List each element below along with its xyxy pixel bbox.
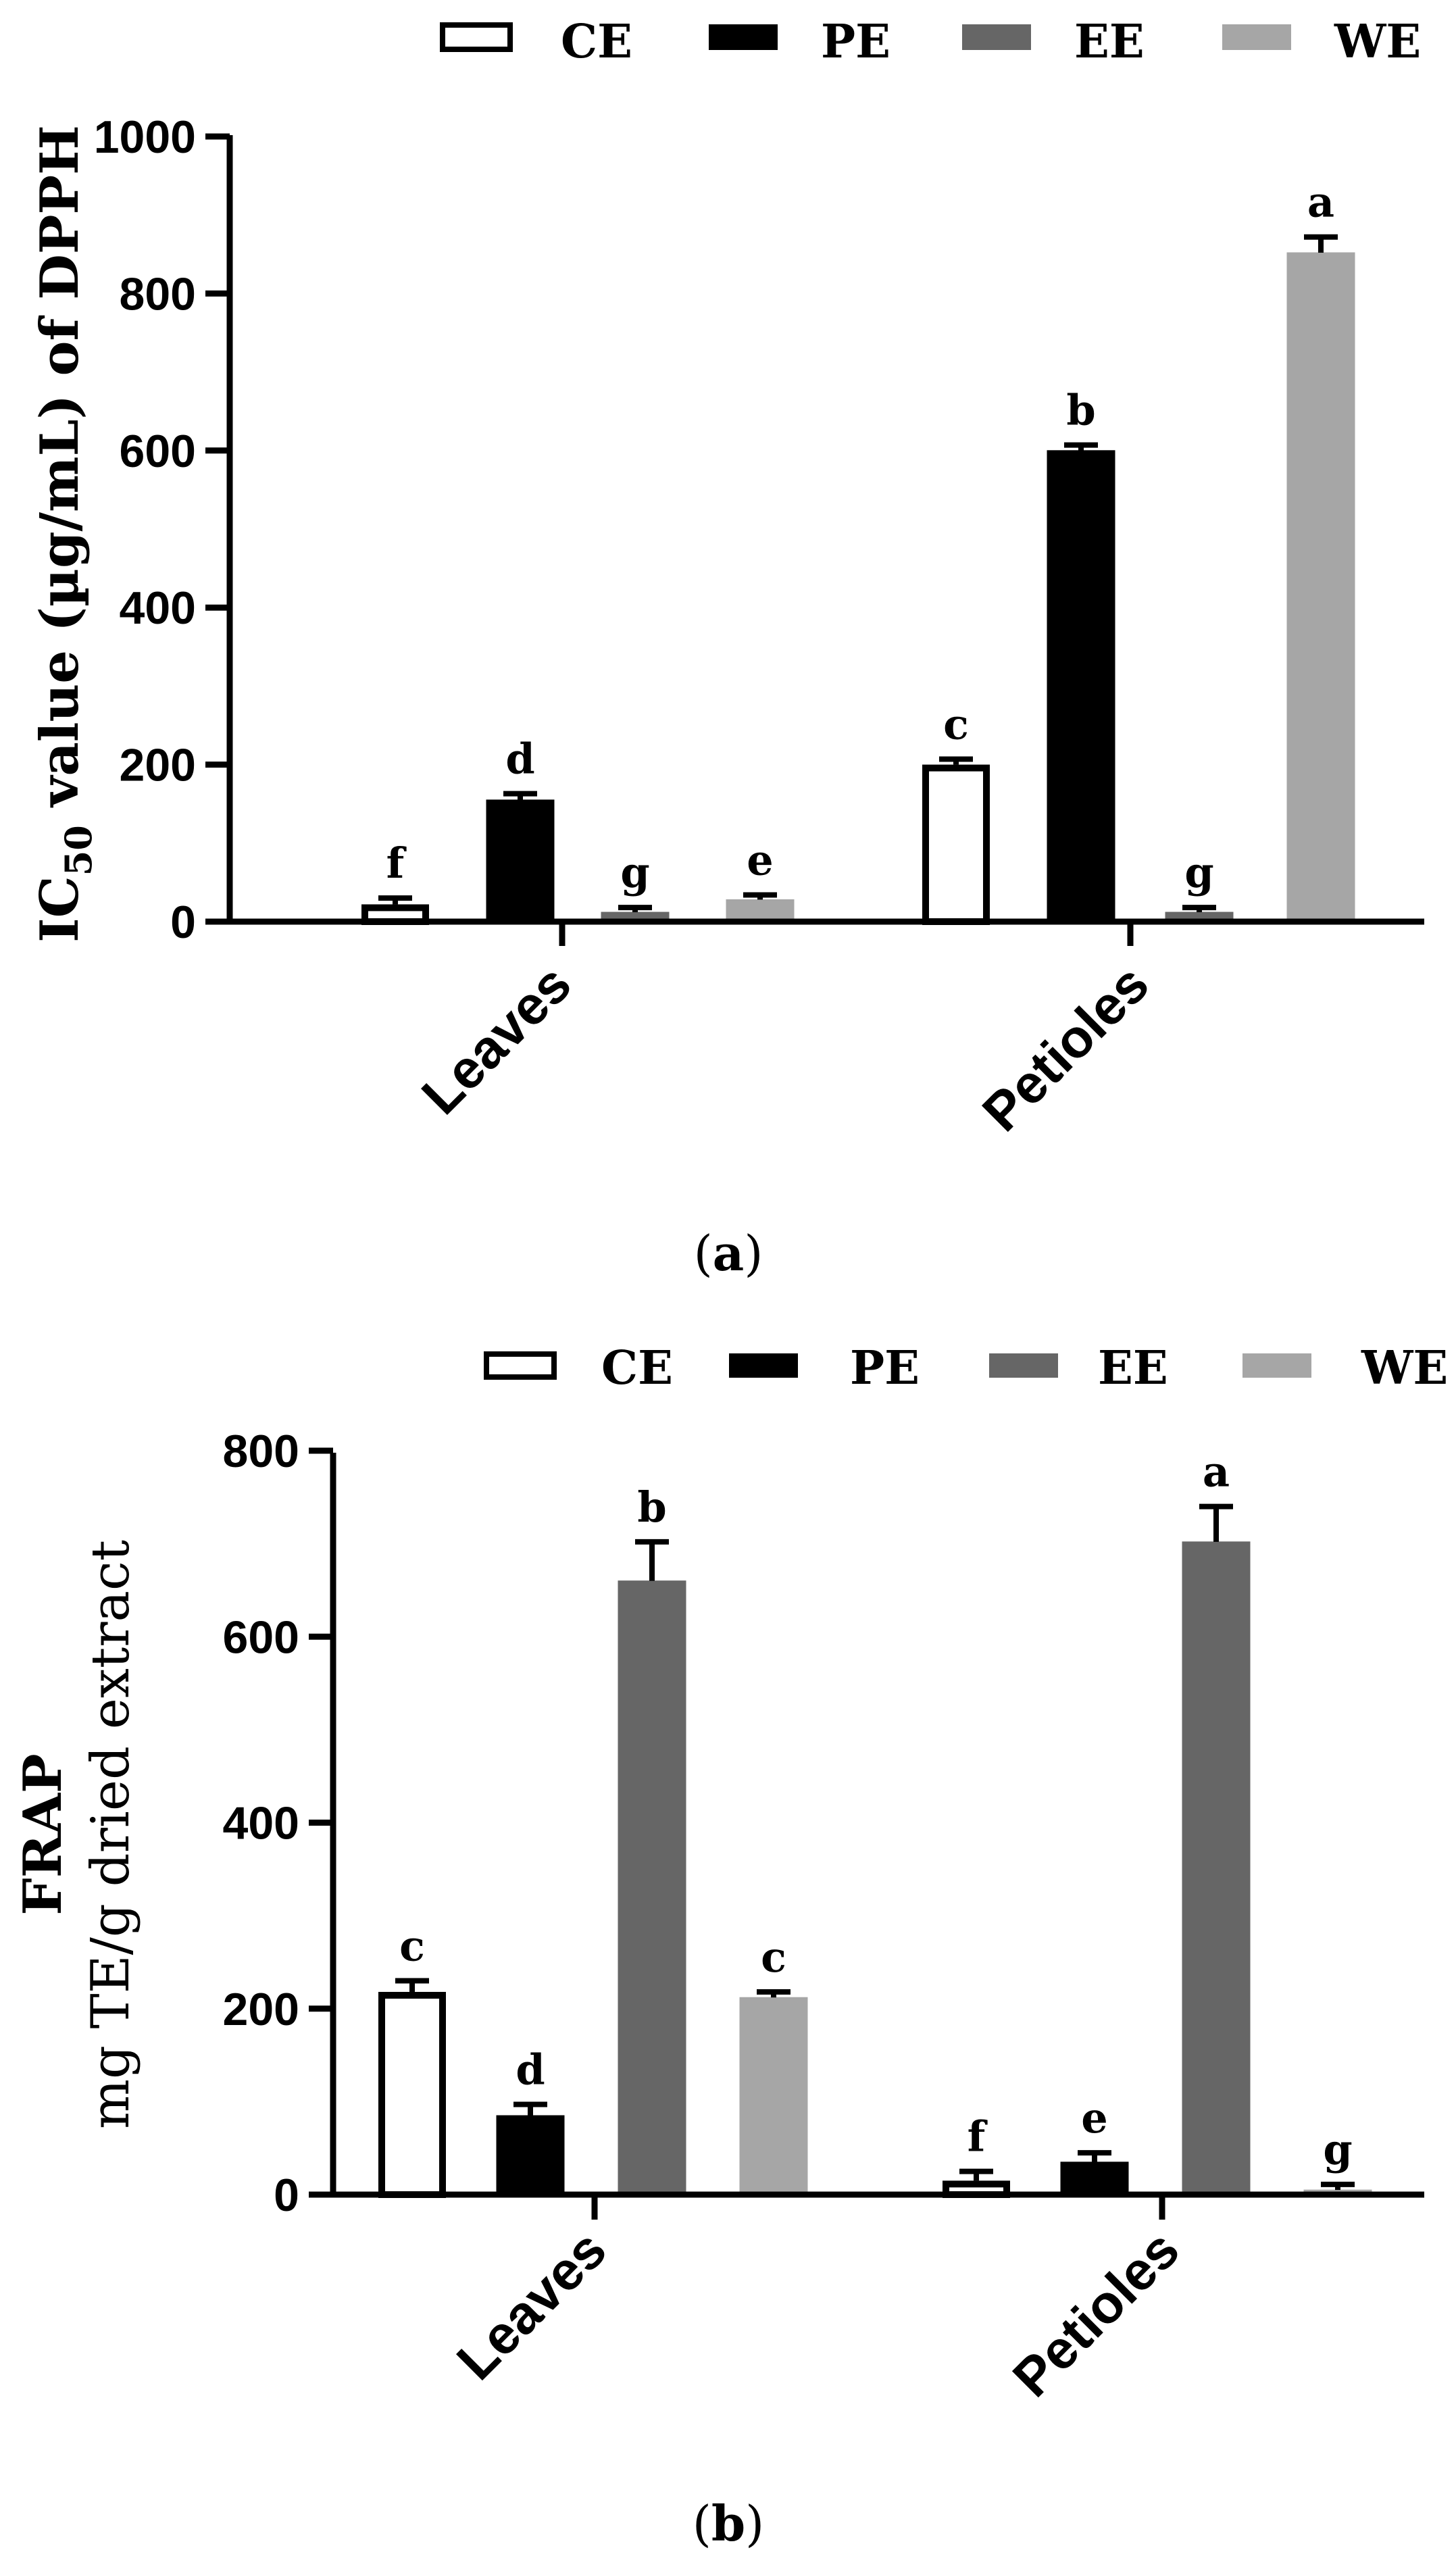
y-axis-label-a-post: value (µg/mL) of DPPH <box>29 125 91 825</box>
sig-label-b-0-1: f <box>968 2112 988 2162</box>
legend-label-a-0: CE <box>561 15 632 69</box>
legend-swatch-b-2 <box>989 1353 1058 1378</box>
y-tick-label-a-0: 0 <box>170 897 196 948</box>
legend-label-a-1: PE <box>821 15 890 69</box>
sig-label-a-2-0: g <box>620 848 649 897</box>
y-tick-label-a-4: 800 <box>120 268 196 320</box>
y-axis-label-b: FRAP mg TE/g dried extract <box>12 1540 141 2129</box>
panel-caption-b: (b) <box>693 2495 765 2552</box>
y-tick-label-b-3: 600 <box>223 1612 299 1663</box>
y-axis-label-a-sub: 50 <box>57 825 100 876</box>
legend-swatch-a-0 <box>440 22 513 52</box>
legend-swatch-b-3 <box>1242 1353 1311 1378</box>
legend-label-b-2: EE <box>1098 1341 1168 1395</box>
bar-a-pe-petioles <box>1047 450 1115 922</box>
y-tick-label-b-0: 0 <box>274 2170 299 2221</box>
sig-label-a-3-1: a <box>1307 178 1334 227</box>
panel-caption-a-close: ) <box>744 1225 763 1282</box>
sig-label-b-1-0: d <box>516 2045 545 2095</box>
sig-label-a-1-1: b <box>1066 386 1095 435</box>
sig-label-b-0-0: c <box>399 1921 425 1970</box>
y-tick-label-b-4: 800 <box>223 1426 299 1477</box>
sig-label-a-0-0: f <box>386 839 407 888</box>
bars-a: f c d b g g e a <box>361 178 1355 926</box>
bars-b: c f d e b a c g <box>378 1447 1372 2199</box>
sig-label-b-2-1: a <box>1203 1447 1230 1497</box>
sig-label-a-1-0: d <box>505 734 534 784</box>
panel-caption-a-letter: a <box>713 1224 745 1282</box>
bar-a-we-leaves <box>726 899 795 922</box>
panel-caption-b-open: ( <box>693 2495 711 2552</box>
bar-a-we-petioles <box>1286 252 1355 922</box>
y-ticks-b: 0 200 400 600 800 <box>223 1426 333 2221</box>
bar-b-we-leaves <box>739 1997 808 2195</box>
bar-b-ee-leaves <box>618 1580 686 2195</box>
legend-swatch-a-3 <box>1222 24 1291 50</box>
bar-b-pe-petioles <box>1060 2162 1129 2195</box>
y-tick-label-a-5: 1000 <box>94 111 196 163</box>
bar-b-ce-leaves <box>378 1991 446 2199</box>
legend-label-a-2: EE <box>1074 15 1145 69</box>
y-axis-label-b-line2: mg TE/g dried extract <box>80 1540 141 2129</box>
category-label-a-petioles: Petioles <box>971 953 1160 1143</box>
category-label-b-leaves: Leaves <box>445 2219 618 2391</box>
y-axis-label-b-line1: FRAP <box>12 1753 74 1915</box>
panel-caption-b-close: ) <box>745 2495 764 2552</box>
y-tick-label-a-1: 200 <box>120 740 196 791</box>
panel-caption-a: (a) <box>694 1224 763 1282</box>
bar-b-ee-petioles <box>1182 1541 1251 2195</box>
sig-label-b-3-0: c <box>761 1932 786 1982</box>
legend-swatch-a-1 <box>709 24 778 50</box>
sig-label-b-1-1: e <box>1081 2093 1107 2143</box>
legend-swatch-b-0 <box>484 1351 557 1380</box>
bar-a-pe-leaves <box>486 799 555 922</box>
category-label-a-leaves: Leaves <box>410 953 582 1126</box>
legend-swatch-b-1 <box>729 1353 798 1378</box>
panel-b-chart: CE PE EE WE FRAP mg TE/g dried extract 0 2… <box>12 1341 1448 2552</box>
bar-b-pe-leaves <box>496 2115 565 2195</box>
legend-label-b-0: CE <box>601 1341 673 1395</box>
y-axis-label-a: IC50 value (µg/mL) of DPPH <box>29 125 100 943</box>
category-label-b-petioles: Petioles <box>1001 2219 1190 2408</box>
legend-b: CE PE EE WE <box>484 1341 1448 1395</box>
sig-label-a-0-1: c <box>943 699 969 749</box>
legend-a: CE PE EE WE <box>440 15 1421 69</box>
legend-label-b-3: WE <box>1361 1341 1448 1395</box>
bar-a-ce-petioles <box>922 764 990 925</box>
y-tick-label-b-2: 400 <box>223 1798 299 1849</box>
sig-label-b-3-1: g <box>1323 2125 1352 2174</box>
y-tick-label-a-3: 600 <box>120 426 196 477</box>
sig-label-a-3-0: e <box>747 835 773 884</box>
y-tick-label-b-1: 200 <box>223 1984 299 2035</box>
y-tick-label-a-2: 400 <box>120 582 196 634</box>
legend-label-b-1: PE <box>850 1341 920 1395</box>
y-ticks-a: 0 200 400 600 800 1000 <box>94 111 230 948</box>
panel-a-chart: CE PE EE WE IC50 value (µg/mL) of DPPH 0… <box>29 15 1424 1282</box>
sig-label-a-2-1: g <box>1184 848 1213 897</box>
panel-caption-a-open: ( <box>694 1225 713 1282</box>
legend-swatch-a-2 <box>962 24 1031 50</box>
sig-label-b-2-0: b <box>637 1482 666 1532</box>
y-axis-label-a-pre: IC <box>29 876 91 943</box>
panel-caption-b-letter: b <box>711 2495 745 2552</box>
legend-label-a-3: WE <box>1334 15 1421 69</box>
